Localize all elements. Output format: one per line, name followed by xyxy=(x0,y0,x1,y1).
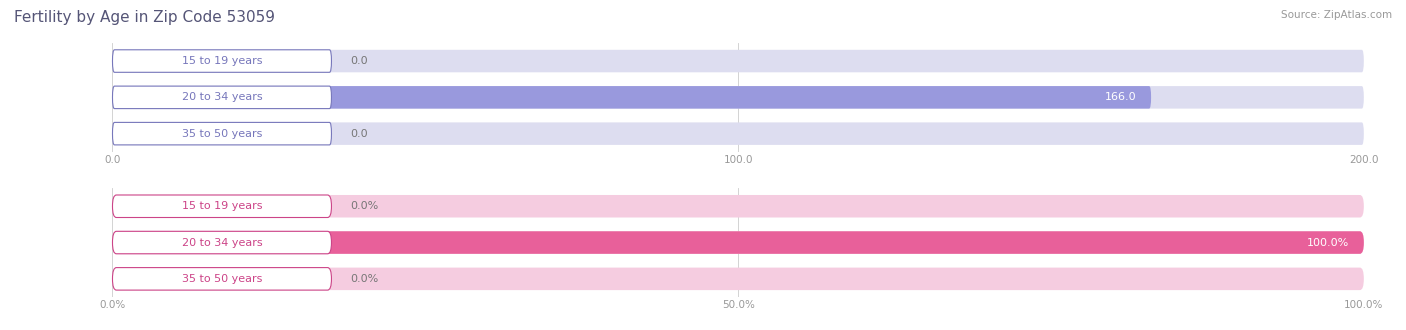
Text: 0.0%: 0.0% xyxy=(350,201,378,211)
FancyBboxPatch shape xyxy=(112,122,1364,145)
Text: Source: ZipAtlas.com: Source: ZipAtlas.com xyxy=(1281,10,1392,20)
Text: Fertility by Age in Zip Code 53059: Fertility by Age in Zip Code 53059 xyxy=(14,10,276,25)
FancyBboxPatch shape xyxy=(112,268,1364,290)
Text: 166.0: 166.0 xyxy=(1105,92,1136,102)
Text: 100.0%: 100.0% xyxy=(1306,238,1348,248)
Text: 15 to 19 years: 15 to 19 years xyxy=(181,56,263,66)
FancyBboxPatch shape xyxy=(112,122,332,145)
Text: 15 to 19 years: 15 to 19 years xyxy=(181,201,263,211)
FancyBboxPatch shape xyxy=(112,86,1152,109)
Text: 0.0: 0.0 xyxy=(350,56,368,66)
FancyBboxPatch shape xyxy=(112,86,1364,109)
Text: 20 to 34 years: 20 to 34 years xyxy=(181,92,263,102)
FancyBboxPatch shape xyxy=(112,231,1364,254)
FancyBboxPatch shape xyxy=(112,195,332,217)
FancyBboxPatch shape xyxy=(112,50,332,72)
FancyBboxPatch shape xyxy=(112,50,1364,72)
Text: 0.0: 0.0 xyxy=(350,129,368,139)
Text: 20 to 34 years: 20 to 34 years xyxy=(181,238,263,248)
FancyBboxPatch shape xyxy=(112,195,1364,217)
Text: 35 to 50 years: 35 to 50 years xyxy=(181,274,262,284)
FancyBboxPatch shape xyxy=(112,231,332,254)
Text: 0.0%: 0.0% xyxy=(350,274,378,284)
FancyBboxPatch shape xyxy=(112,268,332,290)
FancyBboxPatch shape xyxy=(112,231,1364,254)
FancyBboxPatch shape xyxy=(112,86,332,109)
Text: 35 to 50 years: 35 to 50 years xyxy=(181,129,262,139)
